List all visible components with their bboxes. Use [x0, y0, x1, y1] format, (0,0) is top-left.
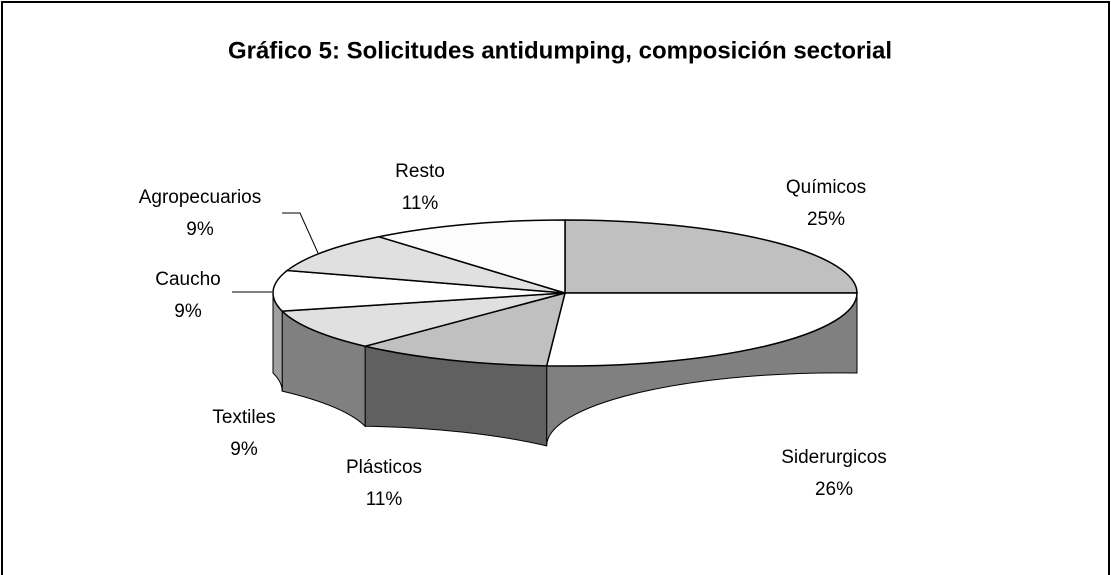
pie-slice	[364, 291, 567, 367]
slice-label: Resto	[395, 161, 445, 182]
slice-label: Caucho	[155, 269, 221, 290]
value-label: 11%	[366, 489, 403, 510]
pie-slice	[545, 292, 858, 367]
value-label: 9%	[174, 301, 202, 322]
slice-label: Siderurgicos	[781, 447, 887, 468]
pie-slice	[564, 219, 858, 294]
value-label: 9%	[186, 219, 214, 240]
slice-label: Químicos	[786, 177, 866, 198]
value-label: 11%	[402, 193, 439, 214]
leader-line	[282, 212, 319, 254]
pie-slice	[378, 219, 566, 295]
value-label: 26%	[815, 479, 853, 500]
pie-slice	[280, 292, 566, 347]
chart-title: Gráfico 5: Solicitudes antidumping, comp…	[228, 37, 892, 64]
slice-label: Textiles	[212, 407, 275, 428]
value-label: 25%	[807, 209, 845, 230]
pie-slice	[285, 235, 566, 294]
slice-label: Plásticos	[346, 457, 422, 478]
slice-label: Agropecuarios	[139, 187, 262, 208]
value-label: 9%	[230, 439, 258, 460]
pie-slice	[272, 269, 566, 312]
